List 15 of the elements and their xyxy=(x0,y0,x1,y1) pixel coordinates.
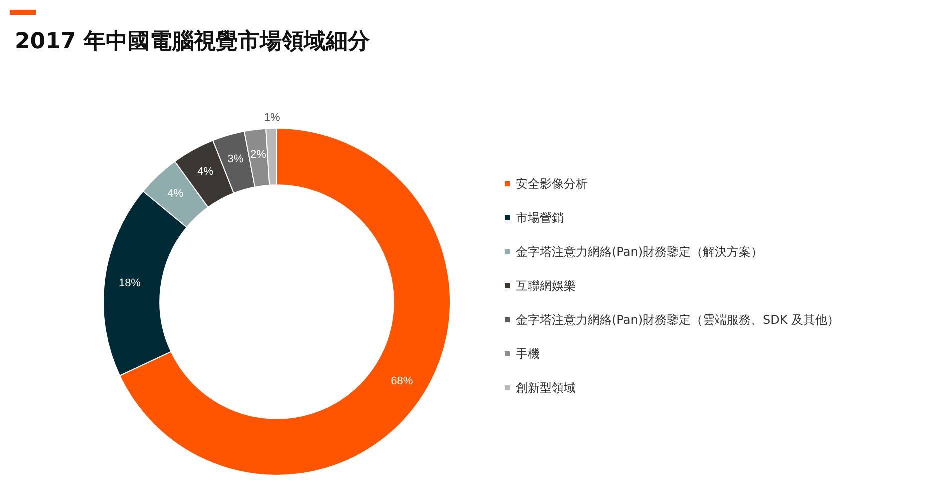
legend-label: 金字塔注意力網絡(Pan)財務鑒定（解決方案） xyxy=(516,245,764,259)
data-label: 4% xyxy=(198,166,214,178)
legend-label: 手機 xyxy=(516,347,540,361)
legend-label: 金字塔注意力網絡(Pan)財務鑒定（雲端服務、SDK 及其他） xyxy=(516,313,840,327)
data-label: 4% xyxy=(168,188,184,200)
data-label: 68% xyxy=(391,375,414,388)
legend-label: 創新型領域 xyxy=(516,381,576,395)
chart-title: 2017 年中國電腦視覺市場領域細分 xyxy=(15,28,371,54)
data-label: 1% xyxy=(264,112,281,124)
legend-label: 互聯網娛樂 xyxy=(516,279,576,293)
legend-label: 市場營銷 xyxy=(516,211,564,225)
data-label: 18% xyxy=(118,277,142,290)
legend-label: 安全影像分析 xyxy=(516,177,588,191)
data-label: 3% xyxy=(228,154,244,166)
data-label: 2% xyxy=(250,148,267,161)
